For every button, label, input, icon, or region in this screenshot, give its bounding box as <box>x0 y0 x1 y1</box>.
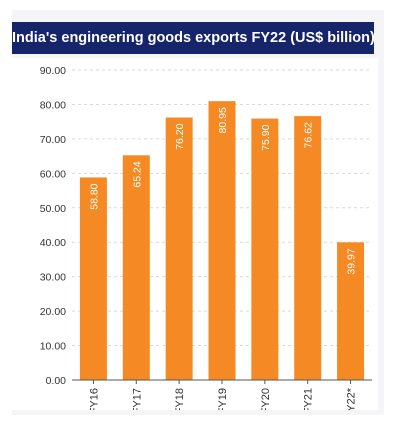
chart-title: India's engineering goods exports FY22 (… <box>12 22 375 54</box>
x-tick-label: FY18 <box>174 388 186 410</box>
data-label: 76.62 <box>303 122 315 148</box>
axes: 0.00 10.00 20.00 30.00 40.00 50.00 60.00 70.00 8… <box>40 65 372 410</box>
data-label: 58.80 <box>88 183 100 209</box>
bar <box>122 155 150 380</box>
data-label: 75.90 <box>260 124 272 150</box>
x-tick-label: FY17 <box>131 388 143 410</box>
y-tick-label: 80.00 <box>40 99 66 111</box>
y-tick-label: 90.00 <box>40 65 66 77</box>
data-label: 76.20 <box>174 123 186 149</box>
y-tick-label: 10.00 <box>40 341 66 353</box>
bar <box>294 116 322 380</box>
bar <box>79 177 107 380</box>
x-tick-label: FY22* <box>346 387 358 410</box>
y-tick-label: 30.00 <box>40 272 66 284</box>
y-tick-label: 20.00 <box>40 306 66 318</box>
bar <box>165 117 193 381</box>
bar <box>337 242 365 380</box>
y-tick-label: 40.00 <box>40 237 66 249</box>
x-tick-label: FY19 <box>217 388 229 410</box>
data-label: 39.97 <box>346 248 358 274</box>
bar <box>251 118 279 381</box>
bar <box>208 101 236 380</box>
y-tick-label: 60.00 <box>40 168 66 180</box>
data-label: 65.24 <box>131 161 143 187</box>
x-tick-label: FY21 <box>303 388 315 410</box>
x-tick-label: FY20 <box>260 388 272 410</box>
y-tick-label: 50.00 <box>40 203 66 215</box>
y-tick-label: 0.00 <box>46 375 67 387</box>
bars: 58.80 65.24 76.20 80.95 75.90 76.62 39.97 <box>79 101 365 381</box>
y-tick-label: 70.00 <box>40 134 66 146</box>
bar-chart: 58.80 65.24 76.20 80.95 75.90 76.62 39.97 0.00… <box>12 58 378 410</box>
data-label: 80.95 <box>217 107 229 133</box>
x-tick-label: FY16 <box>88 388 100 410</box>
